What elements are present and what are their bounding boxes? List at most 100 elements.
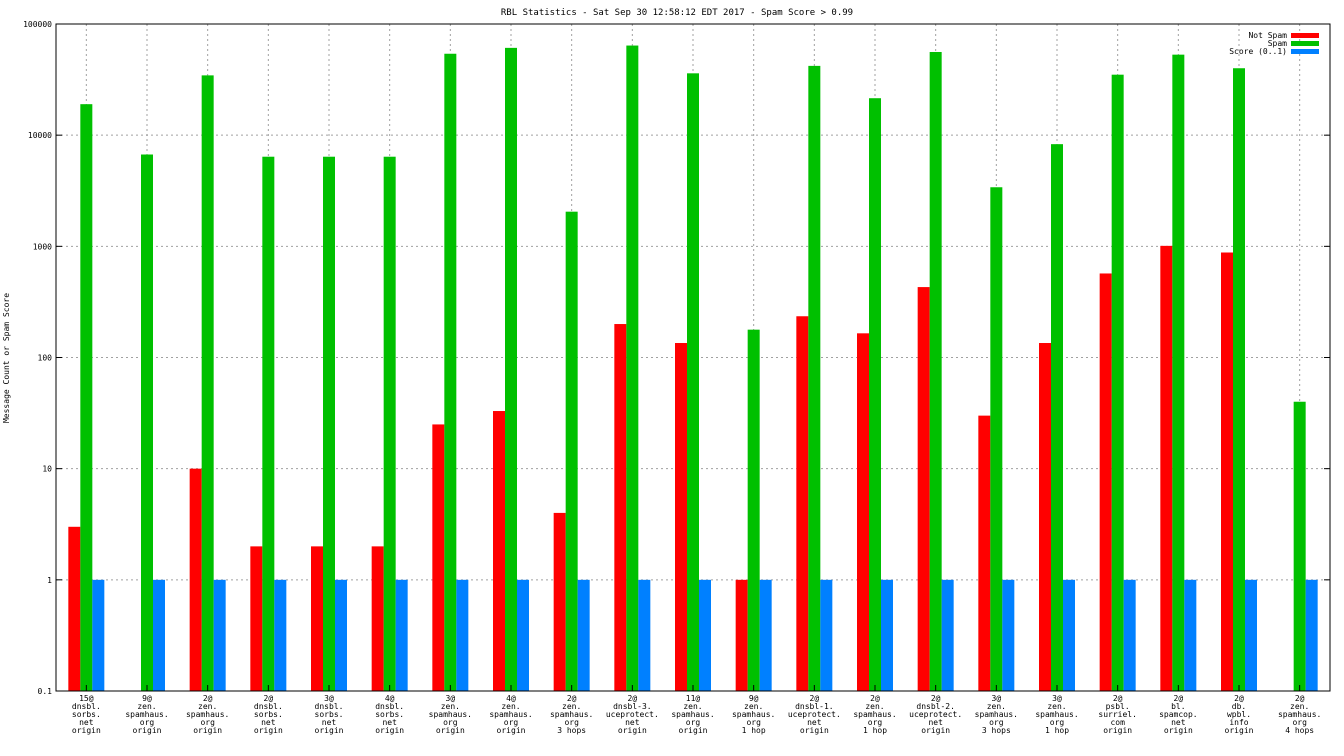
bar-spam	[929, 51, 942, 691]
bar-spam	[1233, 68, 1245, 691]
y-tick-label: 100	[38, 354, 53, 363]
x-tick-label: 2@ dnsbl-3. uceprotect. net origin	[606, 694, 659, 735]
y-tick-label: 100000	[23, 20, 52, 29]
bar-score-0-1	[1063, 579, 1075, 691]
chart-title: RBL Statistics - Sat Sep 30 12:58:12 EDT…	[501, 8, 853, 18]
y-axis-label: Message Count or Spam Score	[2, 293, 11, 423]
x-tick-label: 4@ dnsbl. sorbs. net origin	[375, 694, 404, 735]
bar-not-spam	[189, 468, 202, 691]
x-tick-label: 3@ zen. spamhaus. org 3 hops	[975, 694, 1018, 735]
bar-spam	[505, 47, 517, 692]
bar-score-0-1	[517, 579, 529, 691]
bar-not-spam	[978, 415, 991, 691]
y-tick-label: 1000	[33, 242, 52, 251]
bar-not-spam	[432, 424, 445, 691]
y-axis-ticks: 0.1 1 10 100 1000 10000 100000	[23, 20, 1330, 696]
bar-spam	[565, 211, 578, 691]
x-tick-label: 3@ zen. spamhaus. org 1 hop	[1035, 694, 1078, 735]
bar-score-0-1	[1123, 579, 1136, 691]
x-tick-label: 2@ dnsbl. sorbs. net origin	[254, 694, 283, 735]
bar-not-spam	[1099, 273, 1112, 691]
bar-spam	[626, 45, 639, 691]
bar-not-spam	[1039, 343, 1051, 691]
bar-spam	[1111, 74, 1124, 691]
bar-score-0-1	[153, 579, 165, 691]
bar-not-spam	[796, 316, 809, 691]
bar-not-spam	[1160, 245, 1173, 691]
x-tick-label: 4@ zen. spamhaus. org origin	[489, 694, 532, 735]
bar-score-0-1	[638, 579, 651, 691]
bar-spam	[1051, 144, 1063, 692]
bar-not-spam	[917, 287, 930, 691]
bar-not-spam	[311, 546, 323, 691]
bar-score-0-1	[699, 579, 711, 691]
bar-not-spam	[250, 546, 263, 691]
bar-score-0-1	[1002, 579, 1015, 691]
legend-label: Spam	[1268, 39, 1287, 48]
bar-score-0-1	[274, 579, 287, 691]
bar-spam	[141, 154, 153, 692]
bars	[68, 45, 1318, 692]
bar-spam	[201, 75, 214, 692]
x-tick-label: 15@ dnsbl. sorbs. net origin	[72, 694, 101, 735]
x-tick-label: 2@ bl. spamcop. net origin	[1159, 694, 1198, 735]
bar-score-0-1	[881, 579, 893, 691]
bar-spam	[262, 156, 275, 691]
legend-label: Score (0..1)	[1229, 47, 1287, 56]
y-tick-label: 1	[47, 576, 52, 585]
x-tick-label: 2@ dnsbl-1. uceprotect. net origin	[788, 694, 841, 735]
bar-spam	[869, 98, 881, 692]
bar-not-spam	[371, 546, 384, 691]
bar-not-spam	[68, 526, 81, 691]
y-tick-label: 0.1	[38, 687, 53, 696]
bar-spam	[808, 65, 821, 691]
x-tick-label: 9@ zen. spamhaus. org origin	[125, 694, 168, 735]
bar-score-0-1	[577, 579, 590, 691]
x-tick-label: 3@ zen. spamhaus. org origin	[429, 694, 472, 735]
bar-score-0-1	[395, 579, 408, 691]
legend-label: Not Spam	[1248, 31, 1287, 40]
bar-spam	[1293, 401, 1306, 691]
legend-swatch	[1291, 33, 1319, 38]
bar-spam	[747, 329, 760, 691]
x-tick-label: 2@ dnsbl-2. uceprotect. net origin	[909, 694, 962, 735]
bar-not-spam	[735, 579, 748, 691]
bar-spam	[1172, 54, 1185, 692]
bar-score-0-1	[92, 579, 105, 691]
bar-not-spam	[1221, 252, 1233, 691]
x-tick-label: 2@ zen. spamhaus. org 4 hops	[1278, 694, 1321, 735]
bar-not-spam	[675, 343, 687, 691]
x-tick-label: 2@ zen. spamhaus. org origin	[186, 694, 229, 735]
bar-score-0-1	[759, 579, 772, 691]
bar-score-0-1	[335, 579, 347, 691]
bar-not-spam	[614, 324, 627, 691]
bar-score-0-1	[820, 579, 833, 691]
x-tick-label: 2@ zen. spamhaus. org 1 hop	[853, 694, 896, 735]
x-tick-label: 3@ dnsbl. sorbs. net origin	[315, 694, 344, 735]
bar-spam	[990, 187, 1003, 691]
bar-score-0-1	[1184, 579, 1197, 691]
bar-score-0-1	[941, 579, 954, 691]
bar-score-0-1	[1245, 579, 1257, 691]
bar-spam	[383, 156, 396, 691]
x-tick-label: 2@ zen. spamhaus. org 3 hops	[550, 694, 593, 735]
bar-score-0-1	[1305, 579, 1318, 691]
x-tick-label: 2@ psbl. surriel. com origin	[1098, 694, 1137, 735]
x-tick-label: 9@ zen. spamhaus. org 1 hop	[732, 694, 775, 735]
bar-not-spam	[857, 333, 869, 691]
bar-score-0-1	[456, 579, 469, 691]
x-axis-ticks: 15@ dnsbl. sorbs. net origin 9@ zen. spamhaus. o…	[72, 685, 1321, 735]
legend-swatch	[1291, 41, 1319, 46]
bar-score-0-1	[213, 579, 226, 691]
x-tick-label: 11@ zen. spamhaus. org origin	[671, 694, 714, 735]
y-tick-label: 10	[42, 465, 52, 474]
bar-not-spam	[493, 411, 505, 691]
bar-spam	[80, 104, 93, 691]
bar-not-spam	[553, 512, 566, 691]
x-tick-label: 2@ db. wpbl. info origin	[1225, 694, 1254, 735]
bar-spam	[444, 53, 457, 691]
bar-spam	[323, 156, 335, 691]
legend-swatch	[1291, 49, 1319, 54]
bar-spam	[687, 73, 699, 692]
